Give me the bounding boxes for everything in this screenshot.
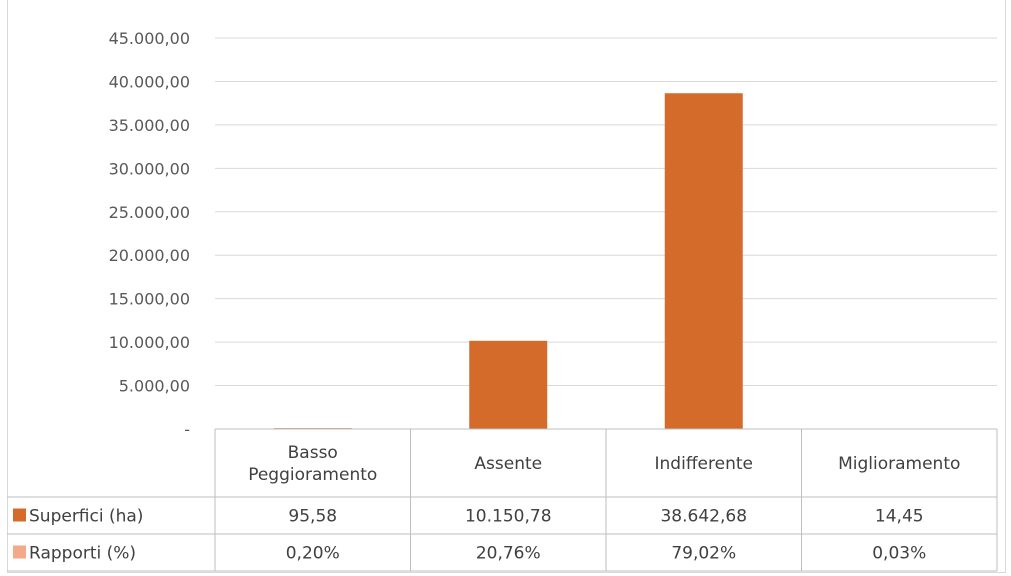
series-name: Rapporti (%) xyxy=(29,544,136,564)
category-label: Miglioramento xyxy=(838,454,960,474)
category-label: Assente xyxy=(474,454,542,474)
series-name: Superfici (ha) xyxy=(29,507,143,527)
y-tick-label: - xyxy=(184,420,190,439)
table-cell-value: 20,76% xyxy=(476,544,541,564)
table-cell-value: 14,45 xyxy=(875,507,924,527)
y-tick-label: 25.000,00 xyxy=(109,203,190,222)
chart-frame xyxy=(7,0,1006,573)
y-tick-label: 35.000,00 xyxy=(109,116,190,135)
y-tick-label: 15.000,00 xyxy=(109,290,190,309)
table-cell-value: 0,03% xyxy=(872,544,926,564)
table-cell-value: 10.150,78 xyxy=(465,507,552,527)
bar xyxy=(469,340,548,429)
y-tick-label: 45.000,00 xyxy=(109,29,190,48)
table-cell-value: 38.642,68 xyxy=(660,507,747,527)
y-tick-label: 10.000,00 xyxy=(109,333,190,352)
category-label: Peggioramento xyxy=(248,465,377,485)
y-tick-label: 30.000,00 xyxy=(109,159,190,178)
y-tick-label: 40.000,00 xyxy=(109,72,190,91)
legend-key xyxy=(13,545,26,559)
y-tick-label: 20.000,00 xyxy=(109,246,190,265)
table-cell-value: 95,58 xyxy=(288,507,337,527)
category-label: Basso xyxy=(288,443,338,463)
category-label: Indifferente xyxy=(655,454,753,474)
y-tick-label: 5.000,00 xyxy=(119,377,190,396)
table-cell-value: 0,20% xyxy=(286,544,340,564)
bar xyxy=(664,93,743,430)
legend-key xyxy=(13,508,26,522)
table-cell-value: 79,02% xyxy=(671,544,736,564)
